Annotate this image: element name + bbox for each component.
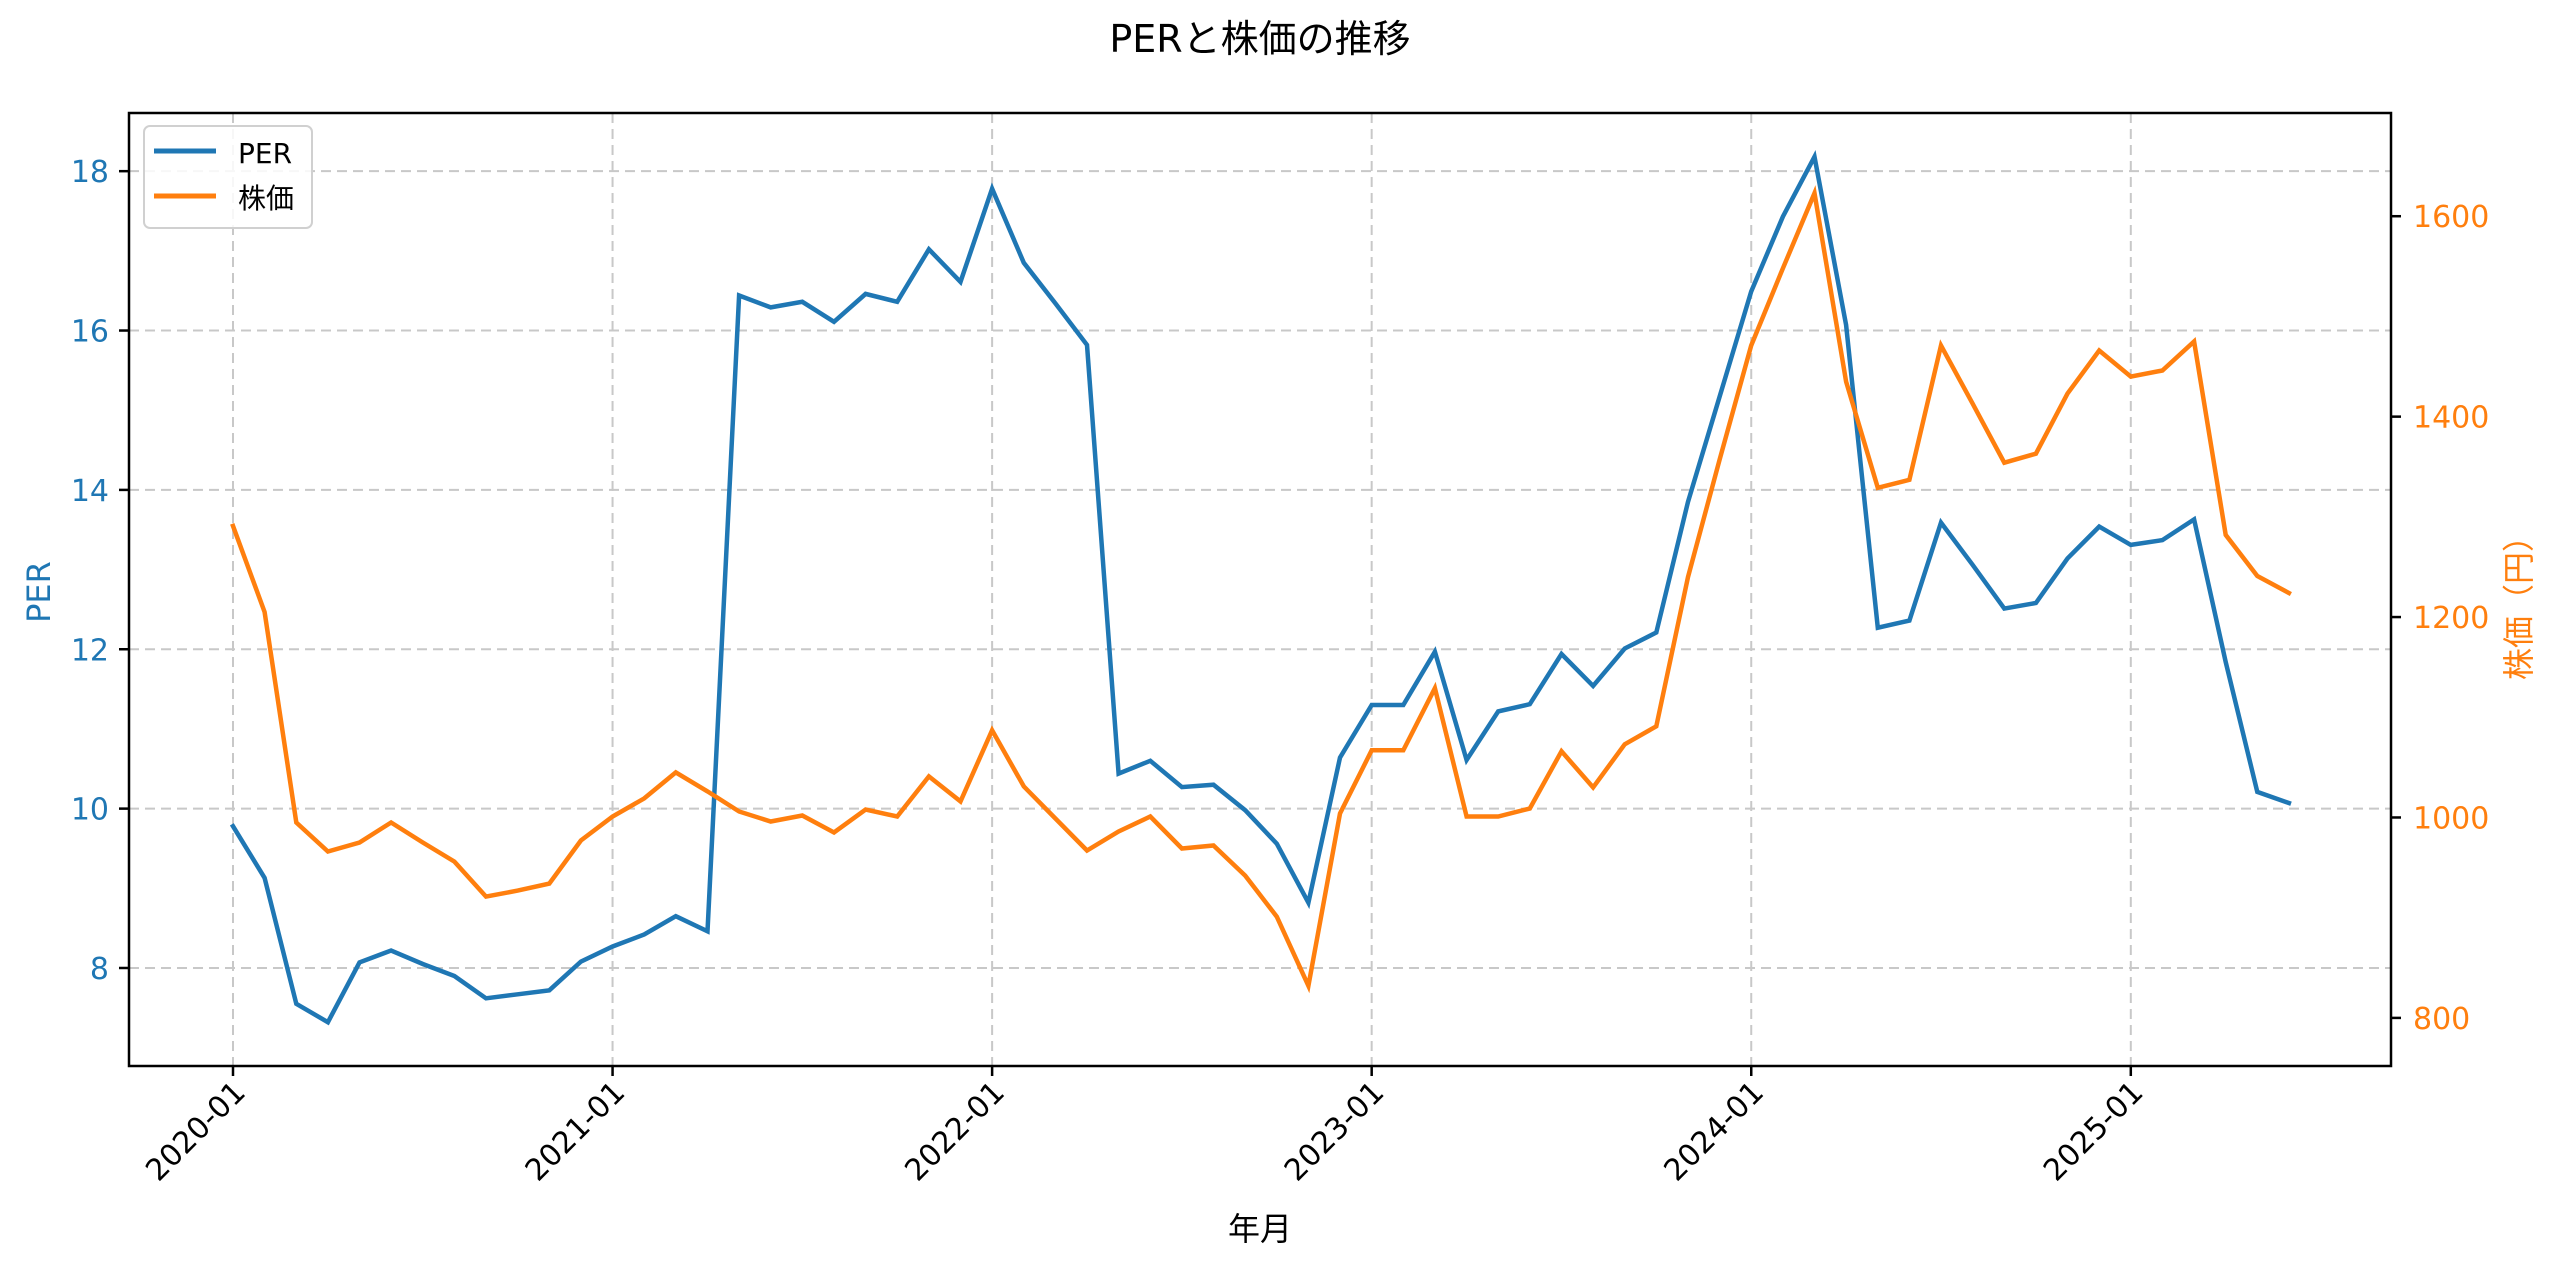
chart-title: PERと株価の推移 — [1109, 17, 1410, 61]
y-tick-label-right: 1400 — [2413, 401, 2489, 436]
data-series — [229, 150, 2292, 1026]
y-tick-label-left: 12 — [71, 633, 109, 668]
x-tick-label: 2025-01 — [2037, 1075, 2150, 1188]
y-tick-label-right: 1000 — [2413, 801, 2489, 836]
per-line — [229, 150, 2292, 1026]
y-tick-label-left: 18 — [71, 155, 109, 190]
y-axis-right-label: 株価（円） — [2500, 520, 2538, 680]
y-tick-label-right: 1200 — [2413, 601, 2489, 636]
y-tick-label-left: 10 — [71, 793, 109, 828]
legend-label-per: PER — [238, 137, 292, 170]
stock-price-line — [230, 185, 2292, 994]
y-tick-label-left: 14 — [71, 474, 109, 509]
x-tick-label: 2022-01 — [898, 1075, 1011, 1188]
y-axis-right-ticks: 800 1000 1200 1400 1600 — [2391, 200, 2489, 1037]
x-tick-label: 2021-01 — [519, 1075, 632, 1188]
y-tick-label-right: 800 — [2413, 1002, 2470, 1037]
legend: PER 株価 — [143, 125, 313, 229]
x-tick-label: 2020-01 — [139, 1075, 252, 1188]
plot-frame — [127, 111, 2393, 1068]
x-axis-label: 年月 — [1228, 1210, 1292, 1248]
x-axis-ticks: 2020-01 2021-01 2022-01 2023-01 2024-01 2025-… — [139, 1066, 2150, 1188]
x-tick-label: 2024-01 — [1658, 1075, 1771, 1188]
y-tick-label-left: 16 — [71, 315, 109, 350]
y-axis-left-ticks: 8 10 12 14 16 18 — [71, 155, 129, 987]
x-tick-label: 2023-01 — [1278, 1075, 1391, 1188]
y-tick-label-right: 1600 — [2413, 200, 2489, 235]
legend-label-price: 株価 — [238, 182, 294, 215]
y-tick-label-left: 8 — [90, 952, 109, 987]
y-axis-left-label: PER — [20, 561, 58, 623]
grid-lines — [129, 113, 2391, 1066]
